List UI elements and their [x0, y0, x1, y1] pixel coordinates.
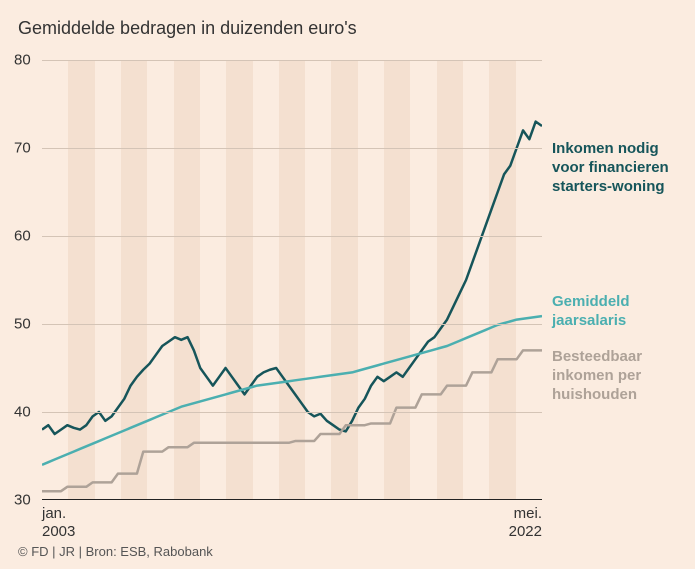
x-label-end-month: mei.: [514, 505, 542, 522]
chart-title: Gemiddelde bedragen in duizenden euro's: [18, 18, 357, 39]
y-gridline: [42, 412, 542, 413]
series-line-besteedbaar: [42, 350, 542, 491]
chart-lines-svg: [42, 60, 542, 500]
series-label-gemiddeld-salaris: Gemiddeld jaarsalaris: [552, 293, 682, 331]
series-line-inkomen_nodig: [42, 122, 542, 434]
x-label-start-year: 2003: [42, 523, 75, 540]
y-gridline: [42, 324, 542, 325]
y-tick-label: 80: [14, 52, 31, 69]
y-tick-label: 70: [14, 140, 31, 157]
x-axis-baseline: [42, 499, 542, 501]
y-gridline: [42, 148, 542, 149]
series-label-inkomen-nodig: Inkomen nodig voor financieren starters-…: [552, 140, 682, 196]
y-tick-label: 40: [14, 404, 31, 421]
series-label-besteedbaar: Besteedbaar inkomen per huishouden: [552, 348, 682, 404]
chart-credit: © FD | JR | Bron: ESB, Rabobank: [18, 544, 213, 559]
y-tick-label: 50: [14, 316, 31, 333]
y-tick-label: 30: [14, 492, 31, 509]
x-label-start-month: jan.: [42, 505, 66, 522]
y-tick-label: 60: [14, 228, 31, 245]
y-gridline: [42, 236, 542, 237]
y-gridline: [42, 60, 542, 61]
x-label-end-year: 2022: [509, 523, 542, 540]
chart-plot-area: jan. 2003 mei. 2022 304050607080: [42, 60, 542, 500]
